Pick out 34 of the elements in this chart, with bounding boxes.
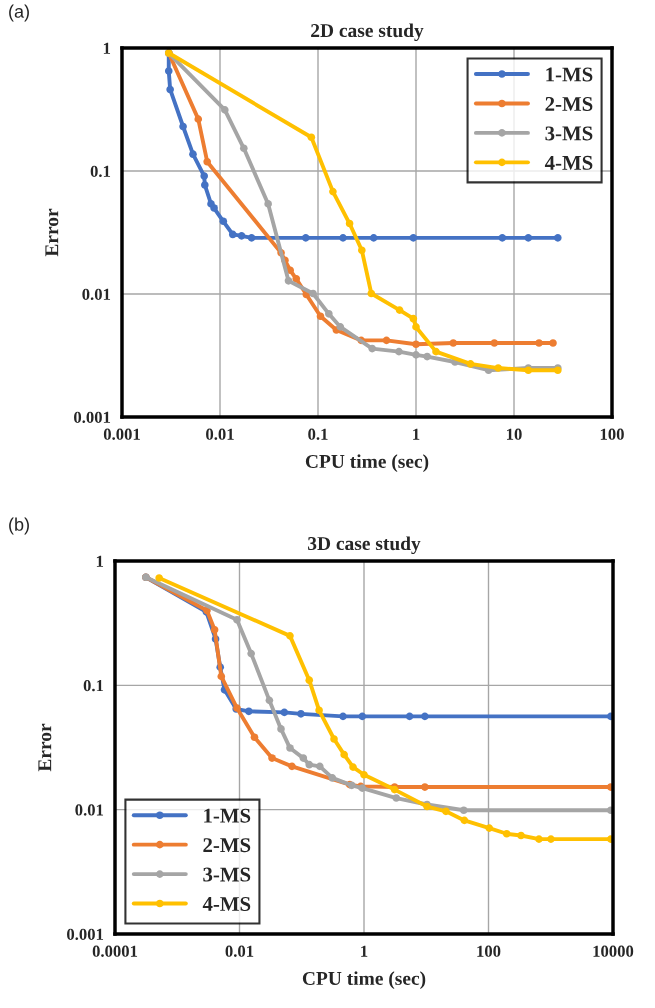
legend-label: 1-MS bbox=[546, 67, 593, 82]
legend-label: 4-MS bbox=[544, 155, 593, 170]
x-tick-label: 0.01 bbox=[225, 945, 254, 957]
y-axis-title: Error bbox=[38, 723, 52, 772]
legend-label: 2-MS bbox=[545, 96, 593, 111]
x-tick-label: 100 bbox=[477, 945, 501, 957]
y-tick-label: 0.001 bbox=[74, 411, 111, 424]
y-axis-title: Error bbox=[45, 208, 59, 257]
x-tick-label: 0.1 bbox=[308, 428, 328, 440]
x-tick-label: 1 bbox=[413, 428, 420, 440]
y-tick-label: 0.1 bbox=[83, 680, 104, 692]
chart-title: 3D case study bbox=[308, 536, 421, 555]
y-tick-label: 1 bbox=[103, 42, 111, 54]
legend-label: 3-MS bbox=[203, 867, 251, 882]
y-tick-label: 1 bbox=[96, 555, 104, 567]
legend-label: 3-MS bbox=[545, 126, 593, 141]
legend-label: 2-MS bbox=[203, 838, 251, 853]
legend-label: 4-MS bbox=[202, 897, 251, 912]
x-tick-label: 0.0001 bbox=[92, 945, 138, 957]
y-tick-label: 0.1 bbox=[90, 165, 111, 178]
y-tick-label: 0.01 bbox=[82, 288, 111, 301]
chart-title: 2D case study bbox=[311, 23, 424, 42]
text: (b) bbox=[9, 517, 29, 535]
x-tick-label: 10000 bbox=[593, 945, 634, 957]
x-tick-label: 10 bbox=[507, 428, 522, 440]
x-axis-title: CPU time (sec) bbox=[302, 971, 426, 989]
y-tick-label: 0.001 bbox=[67, 928, 104, 941]
y-tick-label: 0.01 bbox=[75, 804, 104, 816]
legend-label: 1-MS bbox=[204, 808, 251, 823]
x-axis-title: CPU time (sec) bbox=[305, 454, 429, 472]
x-tick-label: 1 bbox=[361, 945, 368, 957]
x-tick-label: 0.01 bbox=[206, 428, 234, 440]
x-tick-label: 100 bbox=[600, 428, 624, 440]
text: (a) bbox=[9, 4, 29, 22]
